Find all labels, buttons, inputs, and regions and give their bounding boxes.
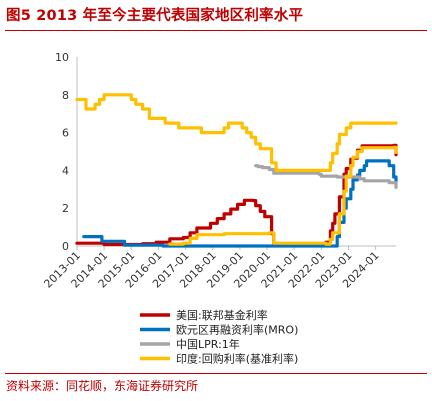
y-tick-label: 0 <box>62 240 69 253</box>
y-tick-label: 4 <box>62 164 69 177</box>
chart-title: 图5 2013 年至今主要代表国家地区利率水平 <box>6 8 304 24</box>
interest-rate-line-chart: 02468102013-012014-012015-012016-012017-… <box>41 51 398 366</box>
legend-label: 中国LPR:1年 <box>176 337 240 351</box>
legend-label: 印度:回购利率(基准利率) <box>176 352 298 366</box>
series-line-0 <box>75 143 398 247</box>
title-divider <box>5 30 427 31</box>
series-layer <box>75 93 398 248</box>
series-line-3 <box>75 93 398 172</box>
y-tick-label: 6 <box>62 127 69 140</box>
legend-label: 欧元区再融资利率(MRO) <box>176 323 298 337</box>
series-line-4 <box>168 145 398 246</box>
series-line-2 <box>254 164 398 189</box>
source-divider <box>5 373 427 374</box>
y-tick-label: 10 <box>55 51 69 64</box>
y-tick-label: 8 <box>62 89 69 102</box>
chart-legend: 美国:联邦基金利率欧元区再融资利率(MRO)中国LPR:1年印度:回购利率(基准… <box>140 308 298 366</box>
source-note: 资料来源：同花顺，东海证券研究所 <box>6 379 199 393</box>
series-line-1 <box>82 159 398 248</box>
y-tick-label: 2 <box>62 202 69 215</box>
legend-label: 美国:联邦基金利率 <box>176 308 268 322</box>
chart-axes: 02468102013-012014-012015-012016-012017-… <box>41 51 396 291</box>
